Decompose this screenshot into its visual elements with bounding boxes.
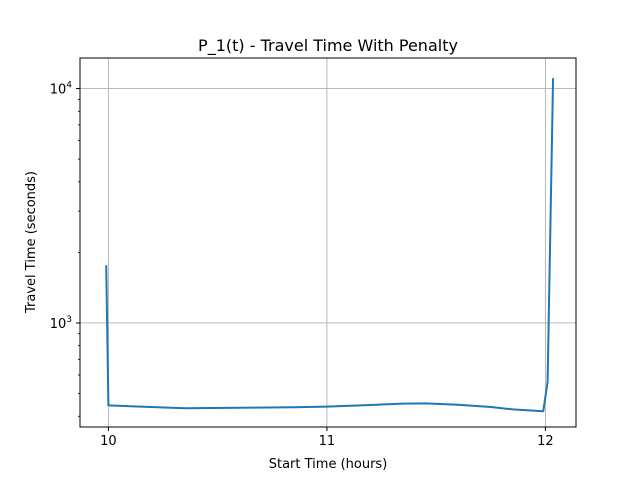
x-tick-label: 12	[537, 434, 554, 449]
series-group	[105, 77, 555, 413]
x-tick-label: 11	[319, 434, 336, 449]
y-axis: 103 104	[50, 81, 80, 417]
y-tick-label: 103	[50, 315, 72, 332]
grid	[80, 58, 576, 427]
x-axis: 10 11 12	[100, 427, 554, 449]
y-tick-label: 104	[50, 81, 73, 98]
chart-title: P_1(t) - Travel Time With Penalty	[198, 36, 458, 56]
series-line	[105, 77, 555, 413]
x-axis-label: Start Time (hours)	[269, 457, 388, 472]
y-axis-label: Travel Time (seconds)	[24, 171, 39, 314]
x-tick-label: 10	[100, 434, 117, 449]
plot-frame	[79, 57, 577, 428]
